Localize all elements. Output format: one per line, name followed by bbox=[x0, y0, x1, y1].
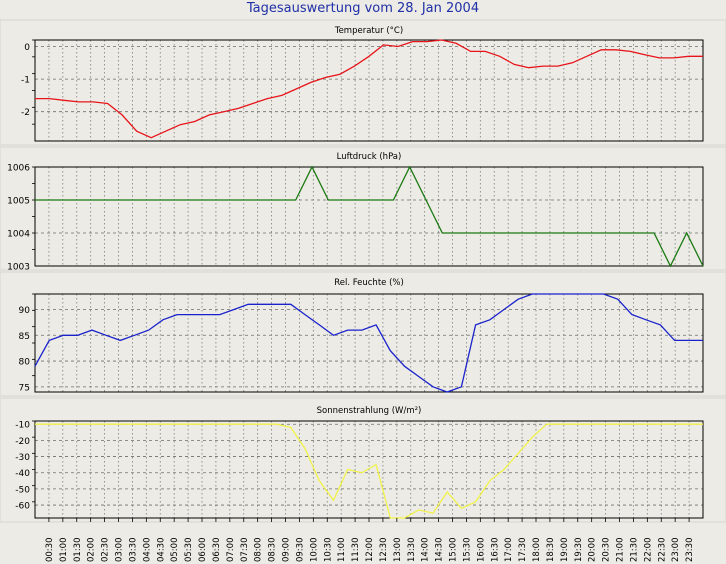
series-line-4 bbox=[35, 423, 703, 519]
panel-band-2 bbox=[0, 146, 726, 271]
xtick-label-24: 12:30 bbox=[379, 538, 389, 563]
ytick-3-3: 75 bbox=[19, 383, 30, 393]
series-line-3 bbox=[34, 293, 703, 393]
xtick-label-13: 07:00 bbox=[226, 538, 236, 563]
panel-title-1: Temperatur (°C) bbox=[334, 26, 403, 36]
xtick-label-12: 06:30 bbox=[212, 538, 222, 563]
chart-title: Tagesauswertung vom 28. Jan 2004 bbox=[246, 1, 480, 16]
xtick-label-7: 04:00 bbox=[142, 538, 152, 563]
xtick-label-2: 01:30 bbox=[73, 538, 83, 563]
ytick-1-2: -2 bbox=[21, 108, 30, 118]
ytick-2-0: 1006 bbox=[7, 164, 30, 174]
plot-frame-3 bbox=[34, 293, 704, 393]
xtick-label-21: 11:00 bbox=[337, 538, 347, 563]
xtick-label-25: 13:00 bbox=[393, 538, 403, 563]
xtick-label-32: 16:30 bbox=[490, 538, 500, 563]
xtick-label-9: 05:00 bbox=[170, 538, 180, 563]
xtick-label-27: 14:00 bbox=[421, 538, 431, 563]
xtick-label-8: 04:30 bbox=[156, 538, 166, 563]
xtick-label-37: 19:00 bbox=[560, 538, 570, 563]
ytick-3-2: 80 bbox=[19, 358, 31, 368]
xtick-label-44: 22:30 bbox=[657, 538, 667, 563]
ytick-1-1: -1 bbox=[21, 76, 30, 86]
xtick-label-1: 01:00 bbox=[59, 538, 69, 563]
xtick-label-39: 20:00 bbox=[588, 538, 598, 563]
ytick-1-0: 0 bbox=[24, 43, 30, 53]
xtick-label-31: 16:00 bbox=[476, 538, 486, 563]
panel-band-1 bbox=[0, 19, 726, 146]
ytick-4-1: -20 bbox=[15, 437, 30, 447]
plot-frame-2 bbox=[34, 166, 704, 267]
panel-title-3: Rel. Feuchte (%) bbox=[334, 278, 404, 288]
xtick-label-14: 07:30 bbox=[240, 538, 250, 563]
series-line-1 bbox=[35, 39, 703, 139]
ytick-4-5: -60 bbox=[15, 502, 30, 512]
xtick-label-30: 15:30 bbox=[462, 538, 472, 563]
xtick-label-43: 22:00 bbox=[643, 538, 653, 563]
xtick-label-42: 21:30 bbox=[629, 538, 639, 563]
ytick-3-0: 90 bbox=[19, 306, 31, 316]
series-line-2 bbox=[35, 165, 704, 268]
ytick-4-3: -40 bbox=[15, 469, 30, 479]
xtick-label-3: 02:00 bbox=[87, 538, 97, 563]
ytick-4-4: -50 bbox=[15, 485, 30, 495]
xtick-label-41: 21:00 bbox=[616, 538, 626, 563]
panel-band-3 bbox=[0, 271, 726, 397]
xtick-label-18: 09:30 bbox=[295, 538, 305, 563]
xtick-label-26: 13:30 bbox=[407, 538, 417, 563]
xtick-label-29: 15:00 bbox=[449, 538, 459, 563]
xtick-label-40: 20:30 bbox=[602, 538, 612, 563]
ytick-2-2: 1004 bbox=[7, 230, 30, 240]
xtick-label-36: 18:30 bbox=[546, 538, 556, 563]
xtick-label-38: 19:30 bbox=[574, 538, 584, 563]
xtick-label-19: 10:00 bbox=[309, 538, 319, 563]
xtick-label-4: 02:30 bbox=[101, 538, 111, 563]
xtick-label-10: 05:30 bbox=[184, 538, 194, 563]
panel-band-4 bbox=[0, 397, 726, 523]
panel-title-4: Sonnenstrahlung (W/m²) bbox=[317, 406, 422, 416]
xtick-label-23: 12:00 bbox=[365, 538, 375, 563]
xtick-label-17: 09:00 bbox=[282, 538, 292, 563]
xtick-label-11: 06:00 bbox=[198, 538, 208, 563]
xtick-label-5: 03:00 bbox=[115, 538, 125, 563]
xtick-label-22: 11:30 bbox=[351, 538, 361, 563]
ytick-4-2: -30 bbox=[15, 453, 30, 463]
xtick-label-6: 03:30 bbox=[128, 538, 138, 563]
xtick-label-20: 10:30 bbox=[323, 538, 333, 563]
xtick-label-0: 00:30 bbox=[45, 538, 55, 563]
ytick-2-3: 1003 bbox=[7, 263, 30, 273]
xtick-label-45: 23:00 bbox=[671, 538, 681, 563]
xtick-label-15: 08:00 bbox=[254, 538, 264, 563]
ytick-2-1: 1005 bbox=[7, 197, 30, 207]
xtick-label-46: 23:30 bbox=[685, 538, 695, 563]
panel-title-2: Luftdruck (hPa) bbox=[337, 152, 402, 162]
ytick-4-0: -10 bbox=[15, 421, 30, 431]
xtick-label-33: 17:00 bbox=[504, 538, 514, 563]
xtick-label-34: 17:30 bbox=[518, 538, 528, 563]
xtick-label-16: 08:30 bbox=[268, 538, 278, 563]
xtick-label-35: 18:00 bbox=[532, 538, 542, 563]
xtick-label-28: 14:30 bbox=[435, 538, 445, 563]
ytick-3-1: 85 bbox=[19, 332, 30, 342]
plot-frame-1 bbox=[34, 39, 704, 142]
